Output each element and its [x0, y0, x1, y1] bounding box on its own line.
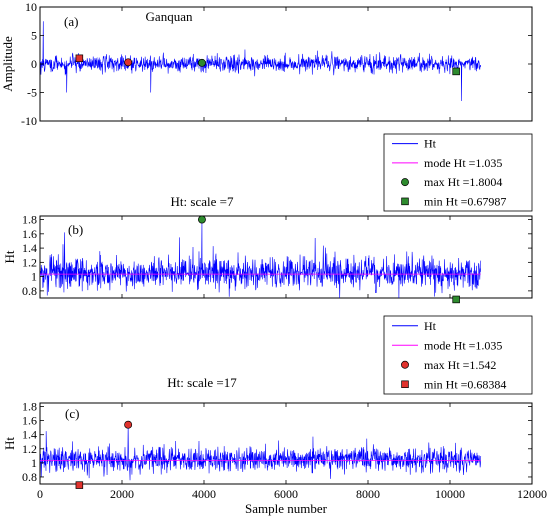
y-tick-label: 1.6	[22, 227, 37, 241]
legend-label: min Ht =0.68384	[424, 377, 506, 391]
min-marker	[452, 295, 460, 304]
y-tick-label: 1.2	[22, 255, 37, 269]
chart-title: Ht: scale =17	[167, 375, 237, 390]
legend-circle-swatch	[401, 360, 409, 369]
legend-label: mode Ht =1.035	[424, 156, 502, 170]
max-marker	[124, 58, 133, 67]
y-tick-label: 1	[31, 456, 37, 470]
y-tick-label: 1.8	[22, 400, 37, 414]
axes-frame	[39, 215, 533, 299]
legend-square-swatch	[401, 380, 409, 389]
y-tick-label: 1.8	[22, 213, 37, 227]
x-tick-label: 2000	[110, 487, 134, 501]
x-axis-label: Sample number	[245, 501, 328, 516]
panel-label: (a)	[64, 14, 78, 29]
legend-label: Ht	[424, 319, 437, 333]
x-tick-label: 0	[37, 487, 43, 501]
series-ht-line	[40, 219, 482, 298]
legend-label: max Ht =1.8004	[424, 175, 502, 189]
legend-label: mode Ht =1.035	[424, 338, 502, 352]
max-marker	[124, 420, 133, 429]
panel-b: 1.81.61.41.210.8 Ht Ht: scale =7 (b)	[2, 194, 533, 304]
legend-label: min Ht =0.67987	[424, 194, 506, 208]
y-tick-label: 0.8	[22, 284, 37, 298]
y-axis-label: Ht	[2, 250, 17, 263]
x-tick-label: 4000	[192, 487, 216, 501]
y-tick-label: 1	[31, 270, 37, 284]
legend: Ht mode Ht =1.035 max Ht =1.542 min Ht =0.6…	[383, 315, 533, 395]
panel-c: 1.81.61.41.210.80 2000 4000 6000 8000 10000 12…	[2, 375, 547, 516]
y-tick-label: 10	[25, 0, 37, 14]
axes-frame	[39, 402, 533, 485]
y-tick-label: 1.6	[22, 414, 37, 428]
x-tick-label: 6000	[274, 487, 298, 501]
y-tick-label: 1.2	[22, 442, 37, 456]
min-marker	[75, 481, 84, 489]
x-tick-label: 10000	[435, 487, 465, 501]
series-ht-line	[40, 424, 482, 481]
panel-a: 10 5 0 -5 -10 Amplitude Ganquan (a)	[0, 0, 533, 128]
y-tick-label: -5	[27, 86, 37, 100]
x-tick-label: 12000	[517, 487, 547, 501]
panel-label: (c)	[65, 406, 79, 421]
legend-circle-swatch	[401, 178, 409, 187]
y-tick-label: 0.8	[22, 470, 37, 484]
y-tick-label: 5	[31, 29, 37, 43]
y-axis-label: Amplitude	[0, 36, 15, 92]
y-tick-label: 0	[31, 57, 37, 71]
x-tick-label: 8000	[356, 487, 380, 501]
legend-label: Ht	[424, 137, 437, 151]
min-marker	[75, 54, 84, 63]
y-tick-label: 1.4	[22, 428, 37, 442]
max-marker	[197, 58, 206, 67]
series-ht-line	[40, 21, 482, 102]
legend-label: max Ht =1.542	[424, 358, 496, 372]
min-marker	[452, 67, 460, 76]
chart-title: Ganquan	[146, 9, 193, 24]
legend-square-swatch	[401, 197, 409, 206]
chart-title: Ht: scale =7	[171, 194, 234, 209]
y-axis-label: Ht	[2, 437, 17, 450]
y-tick-label: -10	[21, 114, 37, 128]
max-marker	[197, 215, 206, 224]
legend: Ht mode Ht =1.035 max Ht =1.8004 min Ht =0.…	[383, 133, 533, 212]
panel-label: (b)	[68, 222, 83, 237]
y-tick-label: 1.4	[22, 241, 37, 255]
